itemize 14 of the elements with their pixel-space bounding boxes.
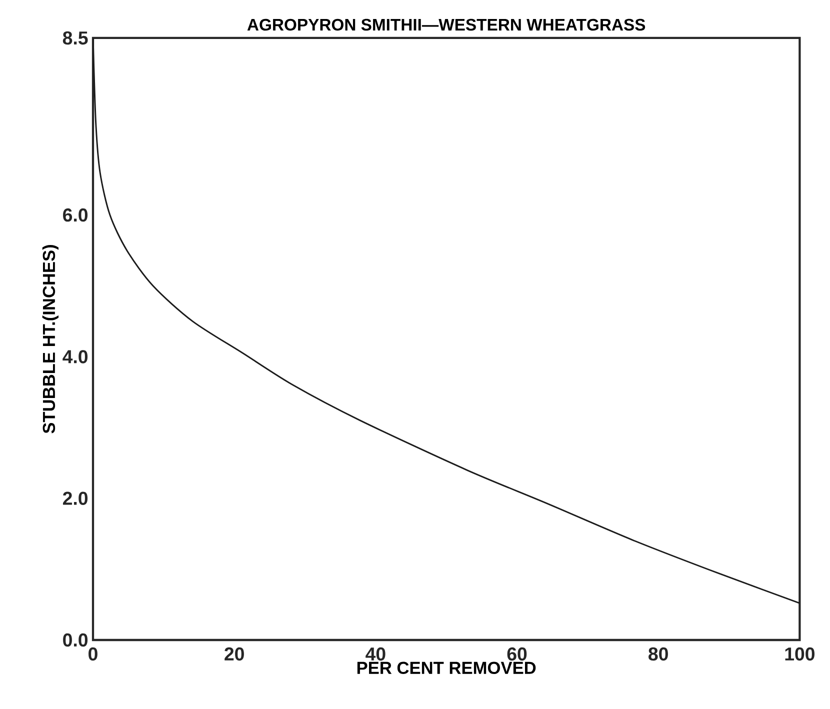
y-axis-title: STUBBLE HT.(INCHES): [42, 244, 59, 434]
y-tick-label: 0.0: [63, 633, 88, 647]
y-tick-label: 2.0: [62, 492, 88, 505]
chart-title: AGROPYRON SMITHII—WESTERN WHEATGRASS: [247, 18, 646, 31]
y-tick-label: 8.5: [62, 31, 88, 45]
x-tick-label: 60: [507, 647, 527, 661]
x-tick-label: 100: [785, 647, 814, 661]
x-axis-title: PER CENT REMOVED: [357, 662, 536, 674]
x-tick-label: 20: [224, 647, 244, 661]
x-tick-label: 80: [648, 647, 668, 661]
y-tick-label: 6.0: [63, 208, 88, 222]
x-tick-label: 0: [88, 647, 98, 661]
x-tick-label: 40: [366, 647, 386, 661]
y-tick-label: 4.0: [62, 350, 88, 364]
